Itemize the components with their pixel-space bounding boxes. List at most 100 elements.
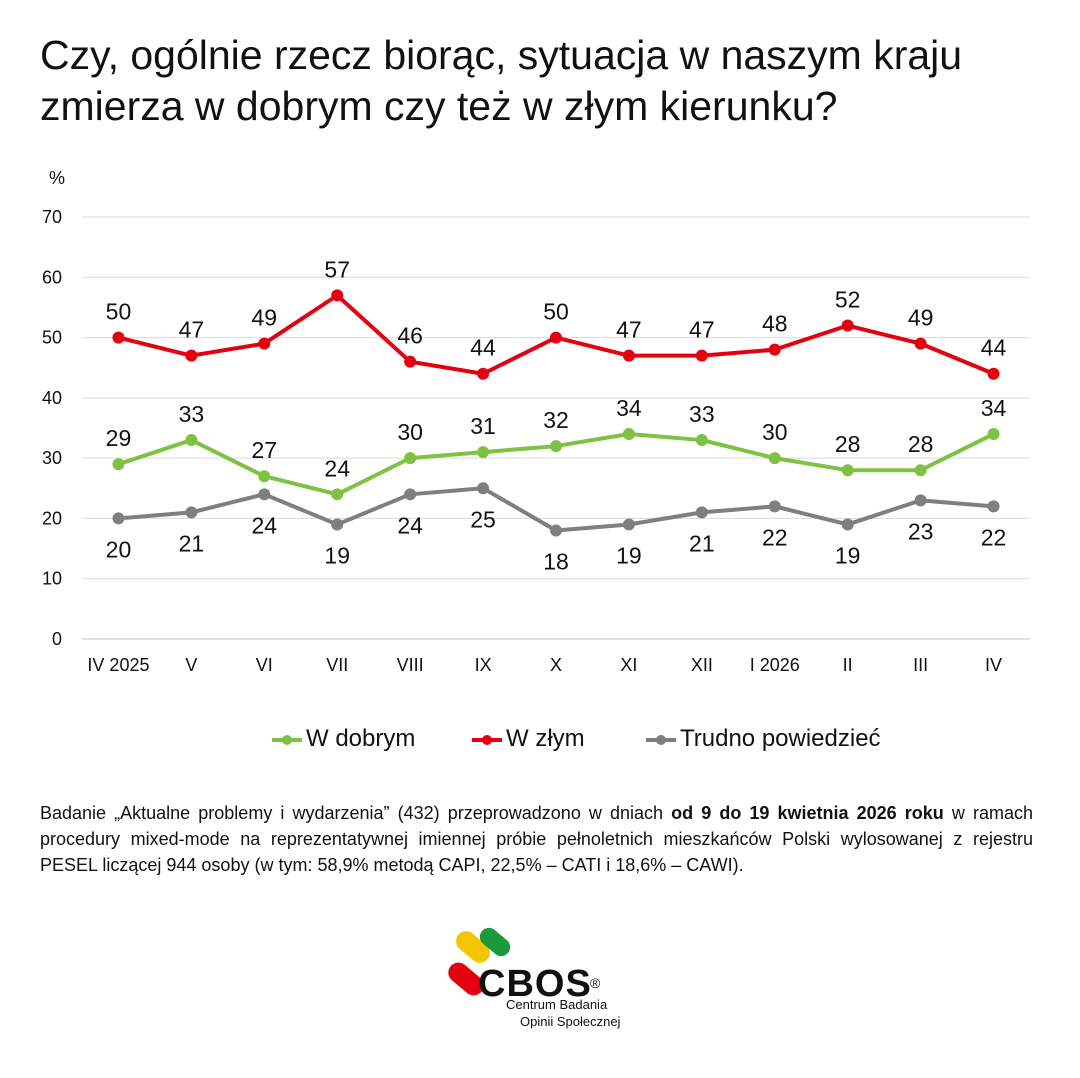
- data-label: 34: [981, 395, 1007, 421]
- data-point: [404, 488, 417, 501]
- legend-label-w-dobrym: W dobrym: [306, 725, 416, 752]
- y-axis-unit-label: %: [49, 168, 65, 188]
- footnote-text-before: Badanie „Aktualne problemy i wydarzenia”…: [40, 803, 672, 823]
- data-label: 49: [252, 305, 278, 331]
- x-tick-label: VII: [326, 655, 348, 675]
- x-tick-label: VIII: [397, 655, 424, 675]
- data-label: 24: [252, 512, 278, 538]
- y-tick-label: 70: [42, 207, 62, 227]
- data-label: 47: [179, 317, 205, 343]
- data-label: 33: [179, 401, 205, 427]
- data-label: 22: [981, 524, 1007, 550]
- data-point: [258, 488, 271, 501]
- data-label: 48: [762, 311, 788, 337]
- data-label: 25: [470, 506, 496, 532]
- data-label: 27: [252, 437, 278, 463]
- data-point: [477, 367, 490, 380]
- data-label: 46: [397, 323, 423, 349]
- data-point: [185, 434, 198, 447]
- data-point: [768, 500, 781, 513]
- series-3: 20 21 24 19 24 25 18 19 21 22 19 23 22: [106, 482, 1007, 574]
- x-tick-label: IV 2025: [87, 655, 149, 675]
- legend-swatch-w-zlym: [472, 735, 502, 745]
- data-point: [331, 488, 344, 501]
- data-label: 47: [616, 317, 642, 343]
- data-label: 29: [106, 425, 132, 451]
- y-tick-label: 30: [42, 448, 62, 468]
- y-tick-label: 60: [42, 267, 62, 287]
- data-label: 50: [543, 299, 569, 325]
- cbos-logo-mark: [448, 927, 511, 996]
- data-label: 57: [324, 256, 350, 282]
- data-label: 32: [543, 407, 569, 433]
- series-2: 50 47 49 57 46 44 50 47 47 48 52 49 44: [106, 256, 1007, 380]
- data-label: 19: [324, 542, 350, 568]
- series-line: [118, 486, 994, 533]
- y-axis-ticks: 0 10 20 30 40 50 60 70: [42, 207, 62, 649]
- footnote-date-range: od 9 do 19 kwietnia 2026 roku: [671, 803, 944, 823]
- data-point: [112, 331, 125, 344]
- legend-label-w-zlym: W złym: [506, 725, 585, 752]
- legend-swatch-trudno-powiedziec: [646, 735, 676, 745]
- y-tick-label: 10: [42, 569, 62, 589]
- data-label: 50: [106, 299, 132, 325]
- data-label: 24: [324, 455, 350, 481]
- data-label: 47: [689, 317, 715, 343]
- x-tick-label: V: [185, 655, 197, 675]
- data-point: [622, 428, 635, 441]
- data-label: 30: [397, 419, 423, 445]
- data-point: [695, 349, 708, 362]
- data-label: 33: [689, 401, 715, 427]
- series-1: 29 33 27 24 30 31 32 34 33 30 28 28 34: [106, 395, 1007, 501]
- data-point: [987, 428, 1000, 441]
- data-point: [695, 434, 708, 447]
- data-label: 44: [470, 335, 496, 361]
- data-label: 18: [543, 548, 569, 574]
- y-tick-label: 0: [52, 629, 62, 649]
- data-point: [550, 331, 562, 344]
- data-label: 23: [908, 518, 934, 544]
- x-tick-label: I 2026: [750, 655, 800, 675]
- survey-footnote: Badanie „Aktualne problemy i wydarzenia”…: [40, 800, 1033, 878]
- x-tick-label: II: [843, 655, 853, 675]
- data-point: [841, 464, 854, 477]
- data-label: 44: [981, 335, 1007, 361]
- data-label: 49: [908, 305, 934, 331]
- x-tick-label: VI: [256, 655, 273, 675]
- x-tick-label: XII: [691, 655, 713, 675]
- data-point: [550, 440, 562, 453]
- cbos-logo: CBOS ® Centrum Badania Opinii Społecznej: [440, 925, 660, 1035]
- data-label: 24: [397, 512, 423, 538]
- y-tick-label: 40: [42, 388, 62, 408]
- data-point: [768, 343, 781, 356]
- data-label: 28: [835, 431, 861, 457]
- logo-subtitle-line2: Opinii Społecznej: [520, 1014, 621, 1029]
- logo-wordmark: CBOS: [478, 963, 592, 1005]
- data-label: 34: [616, 395, 642, 421]
- data-point: [622, 518, 635, 531]
- data-point: [404, 452, 417, 465]
- data-point: [112, 512, 125, 525]
- data-point: [477, 482, 490, 495]
- data-label: 21: [179, 530, 205, 556]
- data-point: [768, 452, 781, 465]
- footnote-text-after: w ramach procedury mixed-mode na repreze…: [40, 803, 1034, 875]
- x-tick-label: XI: [620, 655, 637, 675]
- logo-subtitle-line1: Centrum Badania: [506, 997, 608, 1012]
- data-point: [258, 337, 271, 350]
- legend-swatch-w-dobrym: [272, 735, 302, 745]
- data-label: 28: [908, 431, 934, 457]
- data-point: [987, 367, 1000, 380]
- data-point: [622, 349, 635, 362]
- data-point: [914, 337, 927, 350]
- data-point: [331, 518, 344, 531]
- page-title: Czy, ogólnie rzecz biorąc, sytuacja w na…: [40, 32, 963, 129]
- x-tick-label: IV: [985, 655, 1002, 675]
- logo-registered-mark: ®: [590, 975, 601, 991]
- legend-label-trudno-powiedziec: Trudno powiedzieć: [680, 725, 881, 752]
- data-point: [404, 355, 417, 368]
- data-point: [185, 506, 198, 519]
- data-point: [914, 494, 927, 507]
- x-tick-label: X: [550, 655, 562, 675]
